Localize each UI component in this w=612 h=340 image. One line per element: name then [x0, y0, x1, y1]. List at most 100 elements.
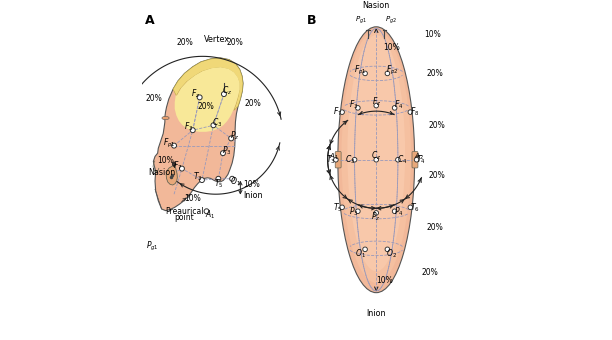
Text: $P_3$: $P_3$ — [349, 205, 359, 218]
Text: $T_3$: $T_3$ — [326, 153, 336, 166]
Circle shape — [392, 209, 397, 214]
Text: $F_{p1}$: $F_{p1}$ — [354, 64, 367, 77]
Circle shape — [179, 166, 184, 171]
Text: 20%: 20% — [428, 121, 445, 130]
Text: $C_z$: $C_z$ — [222, 84, 233, 97]
Circle shape — [353, 157, 357, 162]
Ellipse shape — [338, 27, 415, 293]
FancyBboxPatch shape — [412, 152, 418, 168]
Circle shape — [204, 209, 209, 214]
Text: $F_{p1}$: $F_{p1}$ — [163, 136, 176, 150]
Text: Inion: Inion — [367, 309, 386, 318]
Polygon shape — [173, 58, 243, 110]
Text: 20%: 20% — [176, 38, 193, 47]
Ellipse shape — [341, 30, 411, 283]
Text: Inion: Inion — [244, 191, 263, 200]
Text: Nasion: Nasion — [148, 168, 175, 177]
Text: $T_5$: $T_5$ — [333, 201, 342, 214]
Circle shape — [229, 136, 234, 141]
Circle shape — [340, 205, 345, 210]
Text: $P_{g1}$: $P_{g1}$ — [355, 14, 367, 26]
Circle shape — [374, 210, 379, 215]
Text: 10%: 10% — [424, 30, 441, 39]
Text: 10%: 10% — [376, 276, 393, 285]
Text: $P_z$: $P_z$ — [230, 130, 239, 142]
Text: $A_1$: $A_1$ — [329, 152, 338, 162]
Circle shape — [363, 247, 367, 252]
Text: 20%: 20% — [226, 37, 243, 47]
Text: $T_3$: $T_3$ — [193, 171, 203, 183]
Circle shape — [363, 71, 367, 76]
Circle shape — [197, 95, 202, 100]
Text: $F_4$: $F_4$ — [394, 99, 403, 111]
Circle shape — [220, 151, 225, 156]
Text: $C_z$: $C_z$ — [371, 150, 381, 162]
Text: 10%: 10% — [244, 180, 260, 189]
Text: $C_4$: $C_4$ — [397, 153, 408, 166]
Circle shape — [395, 157, 400, 162]
Text: Preaurical: Preaurical — [165, 207, 204, 216]
Circle shape — [385, 71, 390, 76]
Circle shape — [222, 91, 226, 97]
Text: $F_7$: $F_7$ — [173, 159, 182, 172]
Text: $F_z$: $F_z$ — [371, 96, 381, 108]
Circle shape — [190, 128, 195, 133]
Circle shape — [171, 143, 176, 148]
Text: 10%: 10% — [184, 194, 201, 203]
Text: 10%: 10% — [382, 43, 400, 52]
Circle shape — [356, 209, 360, 214]
Text: $O_1$: $O_1$ — [356, 247, 366, 259]
Text: point: point — [174, 213, 195, 222]
Ellipse shape — [348, 35, 405, 271]
Text: 20%: 20% — [422, 268, 438, 277]
Text: 10%: 10% — [157, 156, 174, 165]
Text: $A_1$: $A_1$ — [205, 208, 215, 221]
Circle shape — [408, 205, 412, 210]
Text: $P_{g2}$: $P_{g2}$ — [386, 14, 397, 26]
Circle shape — [392, 106, 397, 110]
Text: Nasion: Nasion — [363, 1, 390, 11]
Circle shape — [211, 123, 216, 128]
Text: $O_2$: $O_2$ — [386, 247, 397, 259]
Text: $F_z$: $F_z$ — [191, 87, 200, 100]
Text: $F_8$: $F_8$ — [410, 106, 420, 118]
Circle shape — [334, 157, 338, 162]
Circle shape — [340, 110, 345, 115]
Text: 20%: 20% — [146, 94, 163, 103]
Circle shape — [356, 106, 360, 110]
Text: 20%: 20% — [426, 223, 443, 232]
Text: 20%: 20% — [426, 69, 443, 78]
Polygon shape — [166, 165, 177, 185]
Text: Vertex: Vertex — [204, 35, 230, 44]
Text: $F_7$: $F_7$ — [333, 106, 342, 118]
Text: $P_4$: $P_4$ — [394, 205, 404, 218]
Polygon shape — [174, 67, 240, 132]
Circle shape — [216, 176, 221, 181]
Circle shape — [230, 176, 234, 181]
Text: $F_3$: $F_3$ — [184, 121, 193, 133]
Text: B: B — [307, 14, 316, 27]
Circle shape — [374, 157, 379, 162]
Circle shape — [414, 157, 419, 162]
Text: $C_3$: $C_3$ — [345, 153, 356, 166]
Text: $O_1$: $O_1$ — [230, 175, 241, 188]
Ellipse shape — [162, 116, 169, 120]
Circle shape — [374, 103, 379, 108]
FancyBboxPatch shape — [335, 152, 341, 168]
Text: 20%: 20% — [198, 102, 214, 111]
Text: $F_3$: $F_3$ — [349, 99, 358, 111]
Text: $T_4$: $T_4$ — [416, 153, 426, 166]
Text: 20%: 20% — [244, 99, 261, 107]
Text: $P_{g1}$: $P_{g1}$ — [146, 240, 159, 253]
Polygon shape — [154, 58, 243, 210]
Text: $P_z$: $P_z$ — [371, 210, 381, 223]
Circle shape — [385, 247, 390, 252]
Circle shape — [200, 177, 204, 183]
Text: $C_3$: $C_3$ — [212, 116, 222, 129]
Text: 20%: 20% — [428, 171, 445, 180]
Text: $A_2$: $A_2$ — [414, 152, 424, 162]
Text: $F_{p2}$: $F_{p2}$ — [386, 64, 398, 77]
Circle shape — [408, 110, 412, 115]
Text: A: A — [144, 14, 154, 27]
Text: $T_5$: $T_5$ — [214, 177, 224, 190]
